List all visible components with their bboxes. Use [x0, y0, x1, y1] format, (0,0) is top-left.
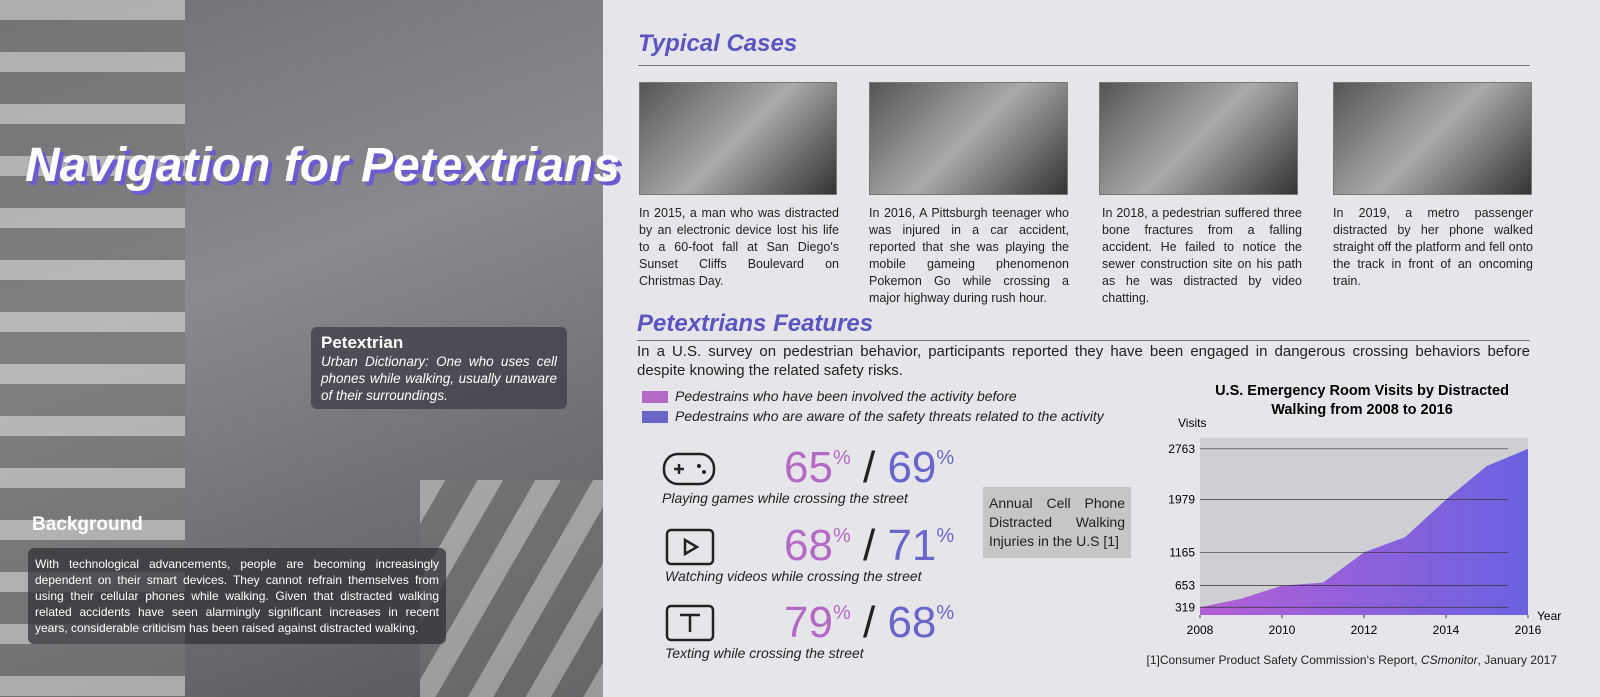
unit: %: [832, 602, 851, 624]
area: [1200, 448, 1528, 615]
legend-swatch: [642, 391, 668, 403]
y-tick-label: 1165: [1169, 545, 1195, 559]
legend-swatch: [642, 411, 668, 423]
legend-text: Pedestrains who are aware of the safety …: [675, 408, 1104, 424]
percentages: 68% / 71%: [784, 521, 955, 570]
unit: %: [832, 525, 851, 547]
y-tick-label: 319: [1175, 600, 1195, 614]
feature-label: Texting while crossing the street: [665, 645, 864, 661]
x-tick-label: 2012: [1351, 623, 1378, 637]
case-image: [1333, 82, 1532, 195]
y-axis-label: Visits: [1178, 416, 1206, 430]
definition-term: Petextrian: [321, 333, 404, 352]
case-text: In 2019, a metro passenger distracted by…: [1333, 206, 1533, 288]
case-image: [869, 82, 1068, 195]
game-icon: [662, 452, 716, 486]
chart: U.S. Emergency Room Visits by Distracted…: [1168, 383, 1561, 637]
unit: %: [936, 602, 955, 624]
footnote-text: [1]Consumer Product Safety Commission's …: [1146, 653, 1421, 667]
x-tick-label: 2016: [1515, 623, 1542, 637]
divider: [637, 340, 1530, 341]
unit: %: [936, 447, 955, 469]
main-title: Navigation for Petextrians: [25, 139, 620, 192]
involved-value: 65: [784, 443, 833, 492]
percentages: 65% / 69%: [784, 443, 955, 492]
definition-text: Urban Dictionary: One who uses cell phon…: [321, 354, 557, 403]
text-icon: [665, 604, 715, 642]
features-intro: In a U.S. survey on pedestrian behavior,…: [637, 343, 1530, 379]
legend-text: Pedestrains who have been involved the a…: [675, 388, 1017, 404]
y-tick-label: 2763: [1168, 442, 1195, 456]
aware-value: 71: [887, 521, 937, 570]
case-text: In 2018, a pedestrian suffered three bon…: [1102, 206, 1302, 305]
definition-box: Petextrian Urban Dictionary: One who use…: [311, 327, 567, 409]
footnote: [1]Consumer Product Safety Commission's …: [1147, 653, 1557, 667]
x-axis-label: Year: [1537, 609, 1561, 623]
y-tick-label: 1979: [1168, 493, 1195, 507]
case-image: [639, 82, 837, 195]
unit: %: [936, 525, 955, 547]
footnote-source: CSmonitor: [1420, 653, 1478, 667]
x-tick-label: 2008: [1187, 623, 1214, 637]
note-box: Annual Cell Phone Distracted Walking Inj…: [983, 487, 1131, 558]
background-heading: Background: [32, 514, 143, 535]
feature-label: Playing games while crossing the street: [662, 490, 908, 506]
footnote-text: , January 2017: [1477, 653, 1557, 667]
features-heading: Petextrians Features: [637, 310, 874, 337]
y-tick-label: 653: [1175, 579, 1195, 593]
divider: [638, 65, 1530, 66]
case-image: [1099, 82, 1298, 195]
cases-heading: Typical Cases: [638, 30, 798, 57]
aware-value: 68: [887, 598, 937, 647]
percentages: 79% / 68%: [784, 598, 955, 647]
x-tick-label: 2010: [1269, 623, 1296, 637]
video-icon: [665, 528, 715, 566]
case-text: In 2015, a man who was distracted by an …: [639, 206, 839, 288]
x-tick-label: 2014: [1433, 623, 1460, 637]
feature-label: Watching videos while crossing the stree…: [665, 568, 922, 584]
aware-value: 69: [887, 443, 937, 492]
involved-value: 68: [784, 521, 833, 570]
chart-title: U.S. Emergency Room Visits by Distracted…: [1215, 383, 1509, 418]
involved-value: 79: [784, 598, 833, 647]
case-text: In 2016, A Pittsburgh teenager who was i…: [869, 206, 1069, 305]
background-text: With technological advancements, people …: [28, 548, 446, 644]
unit: %: [832, 447, 851, 469]
